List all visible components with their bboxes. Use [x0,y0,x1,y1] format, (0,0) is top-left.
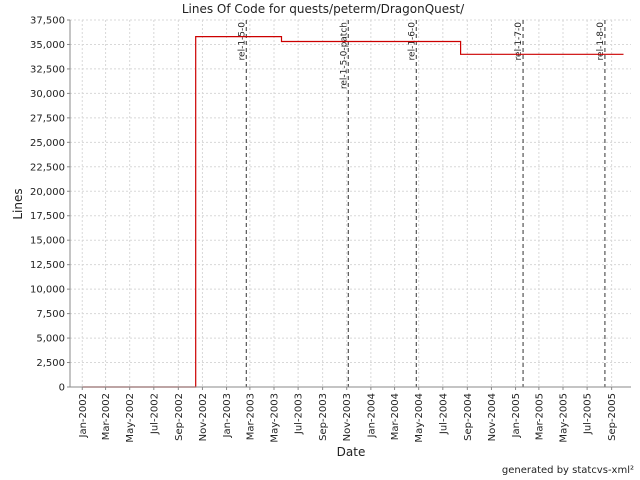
y-tick-label: 25,000 [30,138,65,149]
release-markers: rel-1-5-0 rel-1-5-0-patch rel-1-6-0 rel-1-7… [237,20,606,387]
y-tick-label: 17,500 [30,211,65,222]
x-tick-label: Nov-2003 [342,393,353,441]
axes: 0 2,500 5,000 7,500 10,000 12,500 15,000 17,500… [30,16,631,443]
x-tick-label: Mar-2003 [245,393,256,440]
lines-series-line [82,35,624,388]
chart-title: Lines Of Code for quests/peterm/DragonQu… [182,2,465,16]
plot-area [70,20,631,387]
series-layer [82,35,624,388]
x-tick-label: Nov-2004 [487,393,498,441]
generator-footer: generated by statcvs-xml² [501,465,634,476]
x-tick-label: Sep-2004 [463,393,474,441]
x-tick-label: Jan-2002 [78,393,89,438]
x-tick-label: Sep-2003 [318,393,329,441]
y-tick-label: 32,500 [30,64,65,75]
release-marker-label: rel-1-5-0-patch [339,22,349,89]
y-tick-label: 7,500 [36,309,65,320]
x-tick-label: Sep-2005 [607,393,618,441]
y-tick-label: 10,000 [30,285,65,296]
x-axis-label: Date [337,445,366,459]
y-tick-label: 27,500 [30,113,65,124]
y-tick-label: 22,500 [30,162,65,173]
x-tick-label: Jul-2002 [149,393,160,435]
y-axis-label: Lines [11,188,25,219]
x-tick-label: Jul-2003 [294,393,305,435]
x-tick-label: Jan-2004 [366,393,377,438]
y-tick-label: 30,000 [30,89,65,100]
x-tick-label: Jan-2005 [511,393,522,438]
y-tick-label: 0 [59,383,65,394]
y-tick-label: 37,500 [30,16,65,27]
x-tick-label: Sep-2002 [174,393,185,441]
release-marker-label: rel-1-7-0 [514,22,524,61]
x-tick-label: Mar-2005 [534,393,545,440]
y-tick-label: 2,500 [36,358,65,369]
y-tick-label: 20,000 [30,187,65,198]
x-tick-label: Jul-2005 [583,393,594,435]
release-marker-label: rel-1-8-0 [596,22,606,61]
x-tick-label: May-2005 [559,393,570,443]
x-tick-label: May-2002 [125,393,136,443]
y-tick-label: 12,500 [30,260,65,271]
x-tick-label: Mar-2002 [101,393,112,440]
y-tick-label: 35,000 [30,40,65,51]
x-tick-label: Jul-2004 [438,393,449,435]
grid-lines [70,19,631,388]
y-tick-label: 15,000 [30,236,65,247]
x-tick-label: Jan-2003 [222,393,233,438]
x-tick-label: May-2004 [414,393,425,443]
y-tick-label: 5,000 [36,334,65,345]
x-tick-label: May-2003 [270,393,281,443]
x-tick-label: Nov-2002 [198,393,209,441]
x-tick-label: Mar-2004 [390,393,401,440]
release-marker-label: rel-1-5-0 [237,22,247,61]
